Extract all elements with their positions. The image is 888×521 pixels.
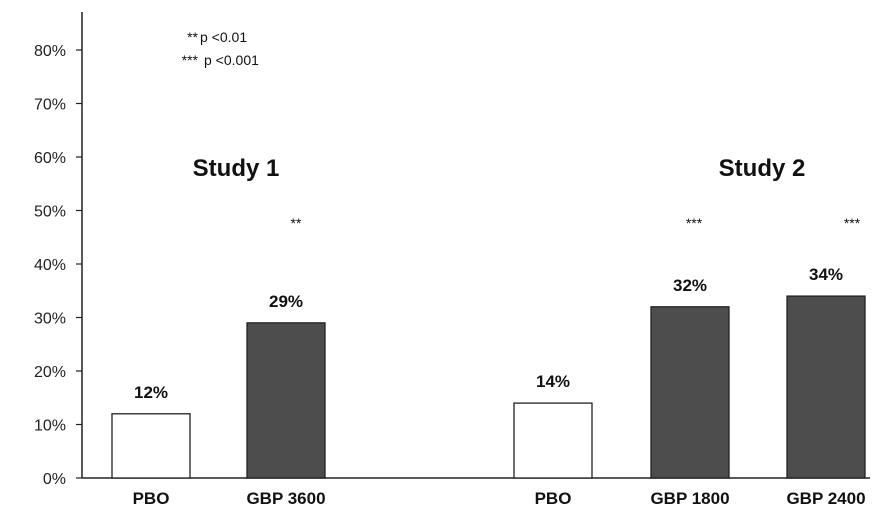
bar	[513, 402, 593, 479]
data-label: 34%	[809, 265, 843, 284]
y-tick-label: 80%	[34, 43, 66, 60]
labels-layer: Study 1 12% PBO 29% GBP 3600 ** Study 2 14% PBO 3…	[133, 155, 866, 508]
significance-marker: ***	[686, 215, 703, 231]
legend-symbol: **	[187, 29, 198, 45]
category-label: GBP 2400	[786, 489, 865, 508]
legend-text: p <0.001	[204, 52, 259, 68]
significance-marker: **	[291, 215, 302, 231]
y-tick-label: 50%	[34, 204, 66, 221]
data-label: 14%	[536, 372, 570, 391]
y-tick-label: 60%	[34, 150, 66, 167]
bar	[246, 322, 326, 479]
data-label: 29%	[269, 292, 303, 311]
y-tick-label: 40%	[34, 257, 66, 274]
study-label: Study 1	[193, 155, 280, 182]
data-label: 12%	[134, 383, 168, 402]
y-tick-label: 30%	[34, 311, 66, 328]
y-tick-label: 20%	[34, 364, 66, 381]
significance-legend: ** p <0.01*** p <0.001	[182, 29, 259, 68]
legend-text: p <0.01	[200, 29, 247, 45]
bar	[111, 413, 191, 479]
category-label: PBO	[535, 489, 572, 508]
y-tick-label: 0%	[43, 471, 66, 488]
bar	[650, 306, 730, 479]
category-label: GBP 3600	[246, 489, 325, 508]
category-label: GBP 1800	[650, 489, 729, 508]
axis-layer: 0% 10% 20% 30% 40% 50% 60% 70% 80%	[34, 12, 870, 488]
y-tick-label: 10%	[34, 418, 66, 435]
category-label: PBO	[133, 489, 170, 508]
significance-marker: ***	[844, 215, 861, 231]
bar	[786, 295, 866, 479]
data-label: 32%	[673, 276, 707, 295]
legend-symbol: ***	[182, 52, 199, 68]
study-label: Study 2	[719, 155, 806, 182]
bars-layer	[111, 295, 866, 479]
y-tick-label: 70%	[34, 97, 66, 114]
